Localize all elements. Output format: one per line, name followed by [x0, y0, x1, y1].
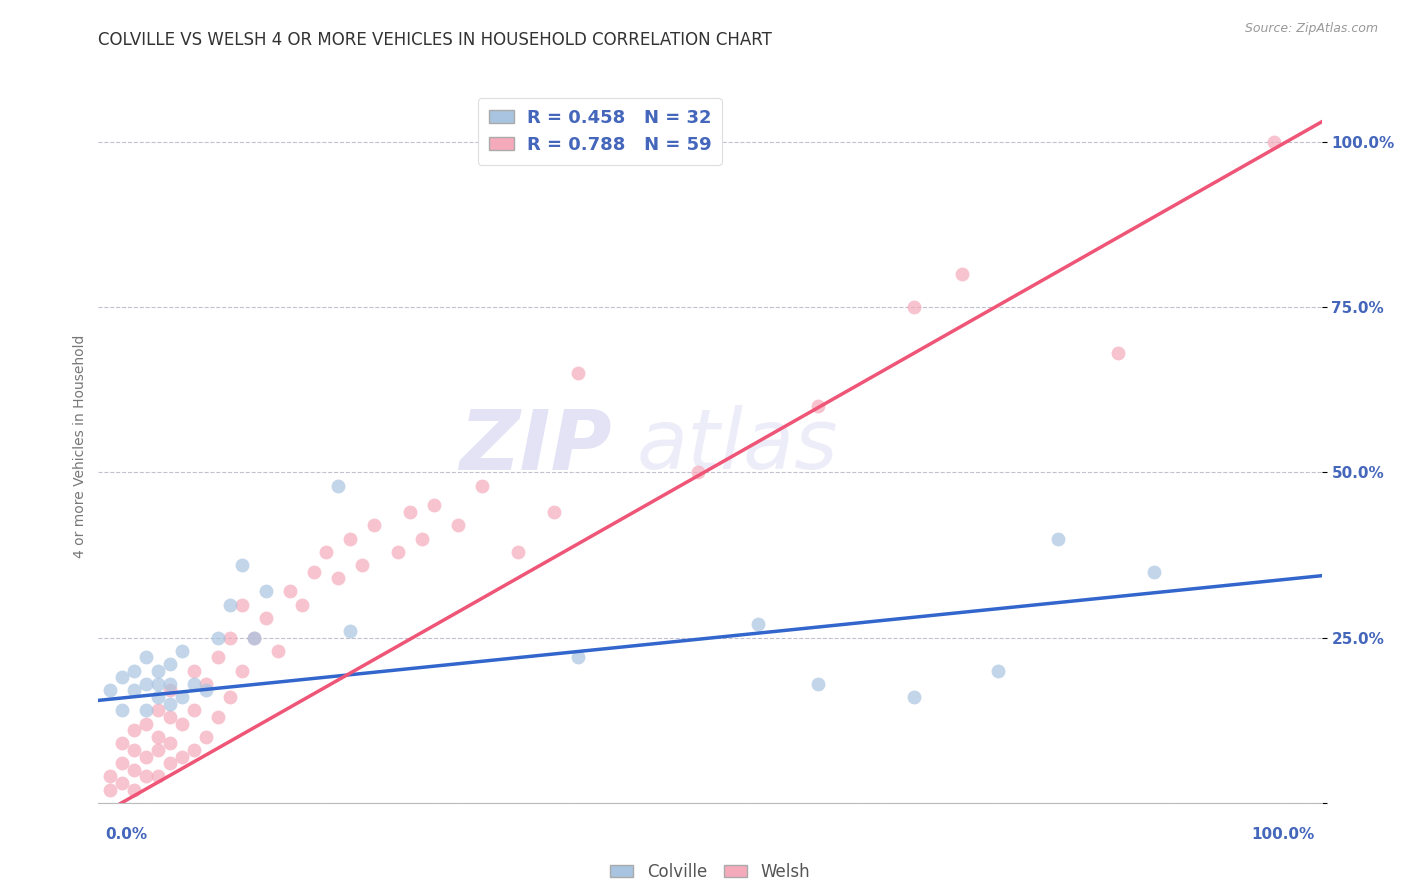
Point	[278, 584, 301, 599]
Point	[447, 518, 470, 533]
Point	[219, 690, 242, 704]
Point	[195, 683, 218, 698]
Point	[339, 624, 361, 638]
Point	[686, 466, 709, 480]
Text: 100.0%: 100.0%	[1251, 827, 1315, 841]
Point	[291, 598, 314, 612]
Point	[183, 664, 205, 678]
Point	[172, 716, 194, 731]
Point	[100, 683, 122, 698]
Point	[148, 730, 170, 744]
Point	[100, 782, 122, 797]
Point	[124, 723, 146, 738]
Point	[1263, 135, 1285, 149]
Point	[159, 697, 181, 711]
Point	[1046, 532, 1069, 546]
Point	[159, 677, 181, 691]
Point	[159, 683, 181, 698]
Point	[159, 756, 181, 771]
Point	[231, 558, 253, 572]
Point	[807, 400, 830, 414]
Point	[111, 756, 134, 771]
Point	[411, 532, 433, 546]
Point	[747, 617, 769, 632]
Point	[231, 664, 253, 678]
Point	[339, 532, 361, 546]
Point	[471, 478, 494, 492]
Point	[315, 545, 337, 559]
Point	[183, 677, 205, 691]
Legend: Colville, Welsh: Colville, Welsh	[603, 856, 817, 888]
Point	[135, 749, 157, 764]
Point	[328, 571, 350, 585]
Point	[148, 677, 170, 691]
Point	[254, 584, 277, 599]
Point	[172, 749, 194, 764]
Point	[387, 545, 409, 559]
Point	[219, 598, 242, 612]
Point	[363, 518, 385, 533]
Point	[135, 716, 157, 731]
Point	[135, 677, 157, 691]
Point	[243, 631, 266, 645]
Point	[148, 743, 170, 757]
Point	[243, 631, 266, 645]
Point	[159, 710, 181, 724]
Point	[219, 631, 242, 645]
Text: 0.0%: 0.0%	[105, 827, 148, 841]
Point	[423, 499, 446, 513]
Point	[111, 736, 134, 750]
Point	[148, 769, 170, 783]
Point	[328, 478, 350, 492]
Point	[148, 703, 170, 717]
Point	[148, 690, 170, 704]
Point	[183, 743, 205, 757]
Text: Source: ZipAtlas.com: Source: ZipAtlas.com	[1244, 22, 1378, 36]
Point	[207, 631, 229, 645]
Point	[135, 650, 157, 665]
Point	[195, 677, 218, 691]
Point	[135, 703, 157, 717]
Point	[903, 690, 925, 704]
Point	[172, 644, 194, 658]
Point	[124, 664, 146, 678]
Point	[111, 670, 134, 684]
Text: ZIP: ZIP	[460, 406, 612, 486]
Point	[124, 782, 146, 797]
Point	[231, 598, 253, 612]
Point	[254, 611, 277, 625]
Point	[183, 703, 205, 717]
Point	[135, 769, 157, 783]
Point	[267, 644, 290, 658]
Point	[1107, 346, 1129, 360]
Point	[111, 776, 134, 790]
Point	[124, 743, 146, 757]
Point	[207, 650, 229, 665]
Point	[543, 505, 565, 519]
Point	[207, 710, 229, 724]
Point	[304, 565, 326, 579]
Point	[124, 683, 146, 698]
Point	[100, 769, 122, 783]
Point	[111, 703, 134, 717]
Point	[567, 650, 589, 665]
Point	[148, 664, 170, 678]
Point	[807, 677, 830, 691]
Point	[508, 545, 530, 559]
Point	[950, 267, 973, 281]
Point	[567, 367, 589, 381]
Point	[987, 664, 1010, 678]
Point	[195, 730, 218, 744]
Point	[159, 657, 181, 671]
Text: COLVILLE VS WELSH 4 OR MORE VEHICLES IN HOUSEHOLD CORRELATION CHART: COLVILLE VS WELSH 4 OR MORE VEHICLES IN …	[98, 31, 772, 49]
Text: atlas: atlas	[637, 406, 838, 486]
Y-axis label: 4 or more Vehicles in Household: 4 or more Vehicles in Household	[73, 334, 87, 558]
Point	[124, 763, 146, 777]
Point	[172, 690, 194, 704]
Point	[399, 505, 422, 519]
Point	[1143, 565, 1166, 579]
Point	[159, 736, 181, 750]
Point	[903, 300, 925, 314]
Point	[352, 558, 374, 572]
